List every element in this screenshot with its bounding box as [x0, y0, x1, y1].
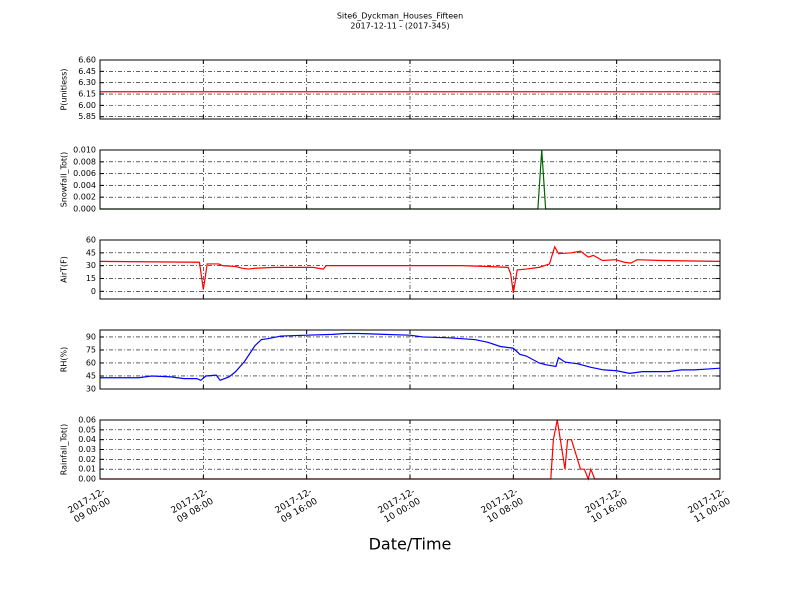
- data-line: [100, 332, 721, 382]
- y-tick-label: 6.15: [78, 90, 96, 99]
- y-tick-label: 6.45: [78, 67, 96, 76]
- y-axis-label: AirT(F): [60, 256, 69, 283]
- y-tick-label: 0.03: [78, 445, 96, 454]
- y-tick-label: 0.01: [78, 465, 96, 474]
- y-tick-label: 6.60: [78, 56, 96, 65]
- y-tick-label: 0.05: [78, 425, 96, 434]
- y-tick-label: 6.00: [78, 101, 96, 110]
- y-axis-label: RH(%): [60, 347, 69, 372]
- chart-title: Site6_Dyckman_Houses_Fifteen: [337, 12, 463, 21]
- y-tick-label: 30: [86, 261, 96, 270]
- y-axis-label: P(unitless): [60, 68, 69, 110]
- plot-frame: [99, 149, 721, 210]
- y-tick-label: 75: [86, 345, 96, 354]
- y-tick-label: 0.004: [73, 181, 96, 190]
- y-tick-label: 0.010: [73, 146, 96, 155]
- y-tick-label: 0.06: [78, 416, 96, 425]
- y-tick-label: 0.006: [73, 169, 96, 178]
- chart-subtitle: 2017-12-11 - (2017-345): [350, 22, 449, 31]
- y-axis-label: Rainfall_Tot(): [60, 424, 69, 476]
- y-tick-label: 0.04: [78, 435, 96, 444]
- y-axis-label: Snowfall_Tot(): [60, 152, 69, 208]
- y-tick-label: 60: [86, 236, 96, 245]
- y-tick-label: 60: [86, 358, 96, 367]
- y-tick-label: 0.02: [78, 455, 96, 464]
- x-axis-label: Date/Time: [369, 535, 452, 554]
- y-tick-label: 90: [86, 332, 96, 341]
- plot-frame: [99, 329, 721, 390]
- y-tick-label: 45: [86, 248, 96, 257]
- y-tick-label: 5.85: [78, 112, 96, 121]
- y-tick-label: 45: [86, 371, 96, 380]
- plot-frame: [99, 59, 721, 120]
- plot-frame: [99, 239, 721, 300]
- y-tick-label: 15: [86, 274, 96, 283]
- y-tick-label: 0.000: [73, 205, 96, 214]
- y-tick-label: 0.00: [78, 475, 96, 484]
- y-tick-label: 0.008: [73, 157, 96, 166]
- y-tick-label: 0.002: [73, 193, 96, 202]
- y-tick-label: 0: [91, 287, 96, 296]
- data-line: [100, 419, 720, 481]
- plot-frame: [99, 419, 721, 480]
- y-tick-label: 30: [86, 385, 96, 394]
- data-line: [99, 245, 721, 294]
- y-tick-label: 6.30: [78, 78, 96, 87]
